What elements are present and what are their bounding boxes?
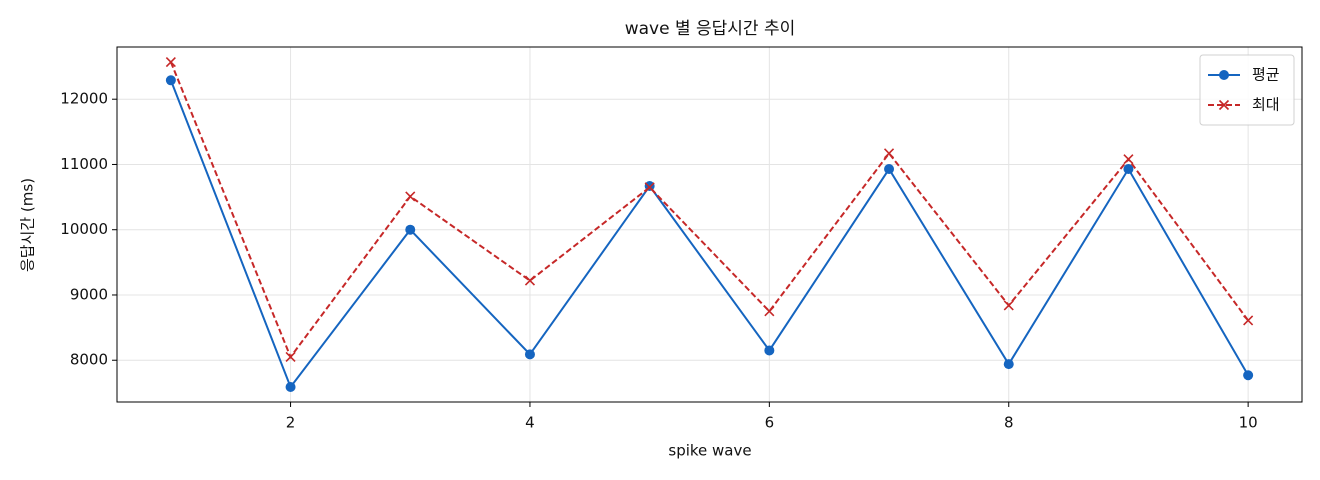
x-tick-label: 4 xyxy=(525,414,535,432)
line xyxy=(169,61,1249,359)
marker xyxy=(1123,164,1134,175)
marker xyxy=(524,275,536,286)
legend-marker xyxy=(1218,99,1230,111)
marker xyxy=(1123,154,1134,165)
marker xyxy=(1003,359,1014,370)
marker xyxy=(1003,300,1014,311)
y-tick-label: 12000 xyxy=(60,90,108,108)
y-tick-label: 9000 xyxy=(70,285,108,303)
marker xyxy=(764,345,775,356)
marker xyxy=(1243,315,1254,326)
chart-title: wave 별 응답시간 추이 xyxy=(625,19,796,39)
marker xyxy=(883,148,895,159)
marker xyxy=(165,75,176,86)
marker xyxy=(165,56,176,68)
marker xyxy=(524,349,535,360)
marker xyxy=(884,164,895,175)
x-tick-label: 10 xyxy=(1239,414,1258,432)
legend-box xyxy=(1199,54,1295,126)
y-axis-label: 응답시간 (ms) xyxy=(19,178,37,272)
legend-label: 평균 xyxy=(1252,66,1280,84)
y-tick-label: 11000 xyxy=(60,155,108,173)
plot-frame xyxy=(116,46,1303,403)
marker xyxy=(285,351,296,363)
marker xyxy=(405,224,416,235)
x-tick-label: 6 xyxy=(765,414,775,432)
marker xyxy=(405,191,416,202)
x-tick-label: 2 xyxy=(286,414,296,432)
line xyxy=(169,79,1250,390)
marker xyxy=(1243,370,1254,381)
marker xyxy=(285,381,296,392)
x-axis-label: spike wave xyxy=(668,442,751,460)
legend-label: 최대 xyxy=(1252,96,1280,114)
marker xyxy=(764,306,775,317)
y-tick-label: 8000 xyxy=(70,351,108,369)
marker xyxy=(644,182,655,193)
y-tick-label: 10000 xyxy=(60,220,108,238)
x-tick-label: 8 xyxy=(1004,414,1014,432)
legend-marker xyxy=(1219,70,1229,80)
